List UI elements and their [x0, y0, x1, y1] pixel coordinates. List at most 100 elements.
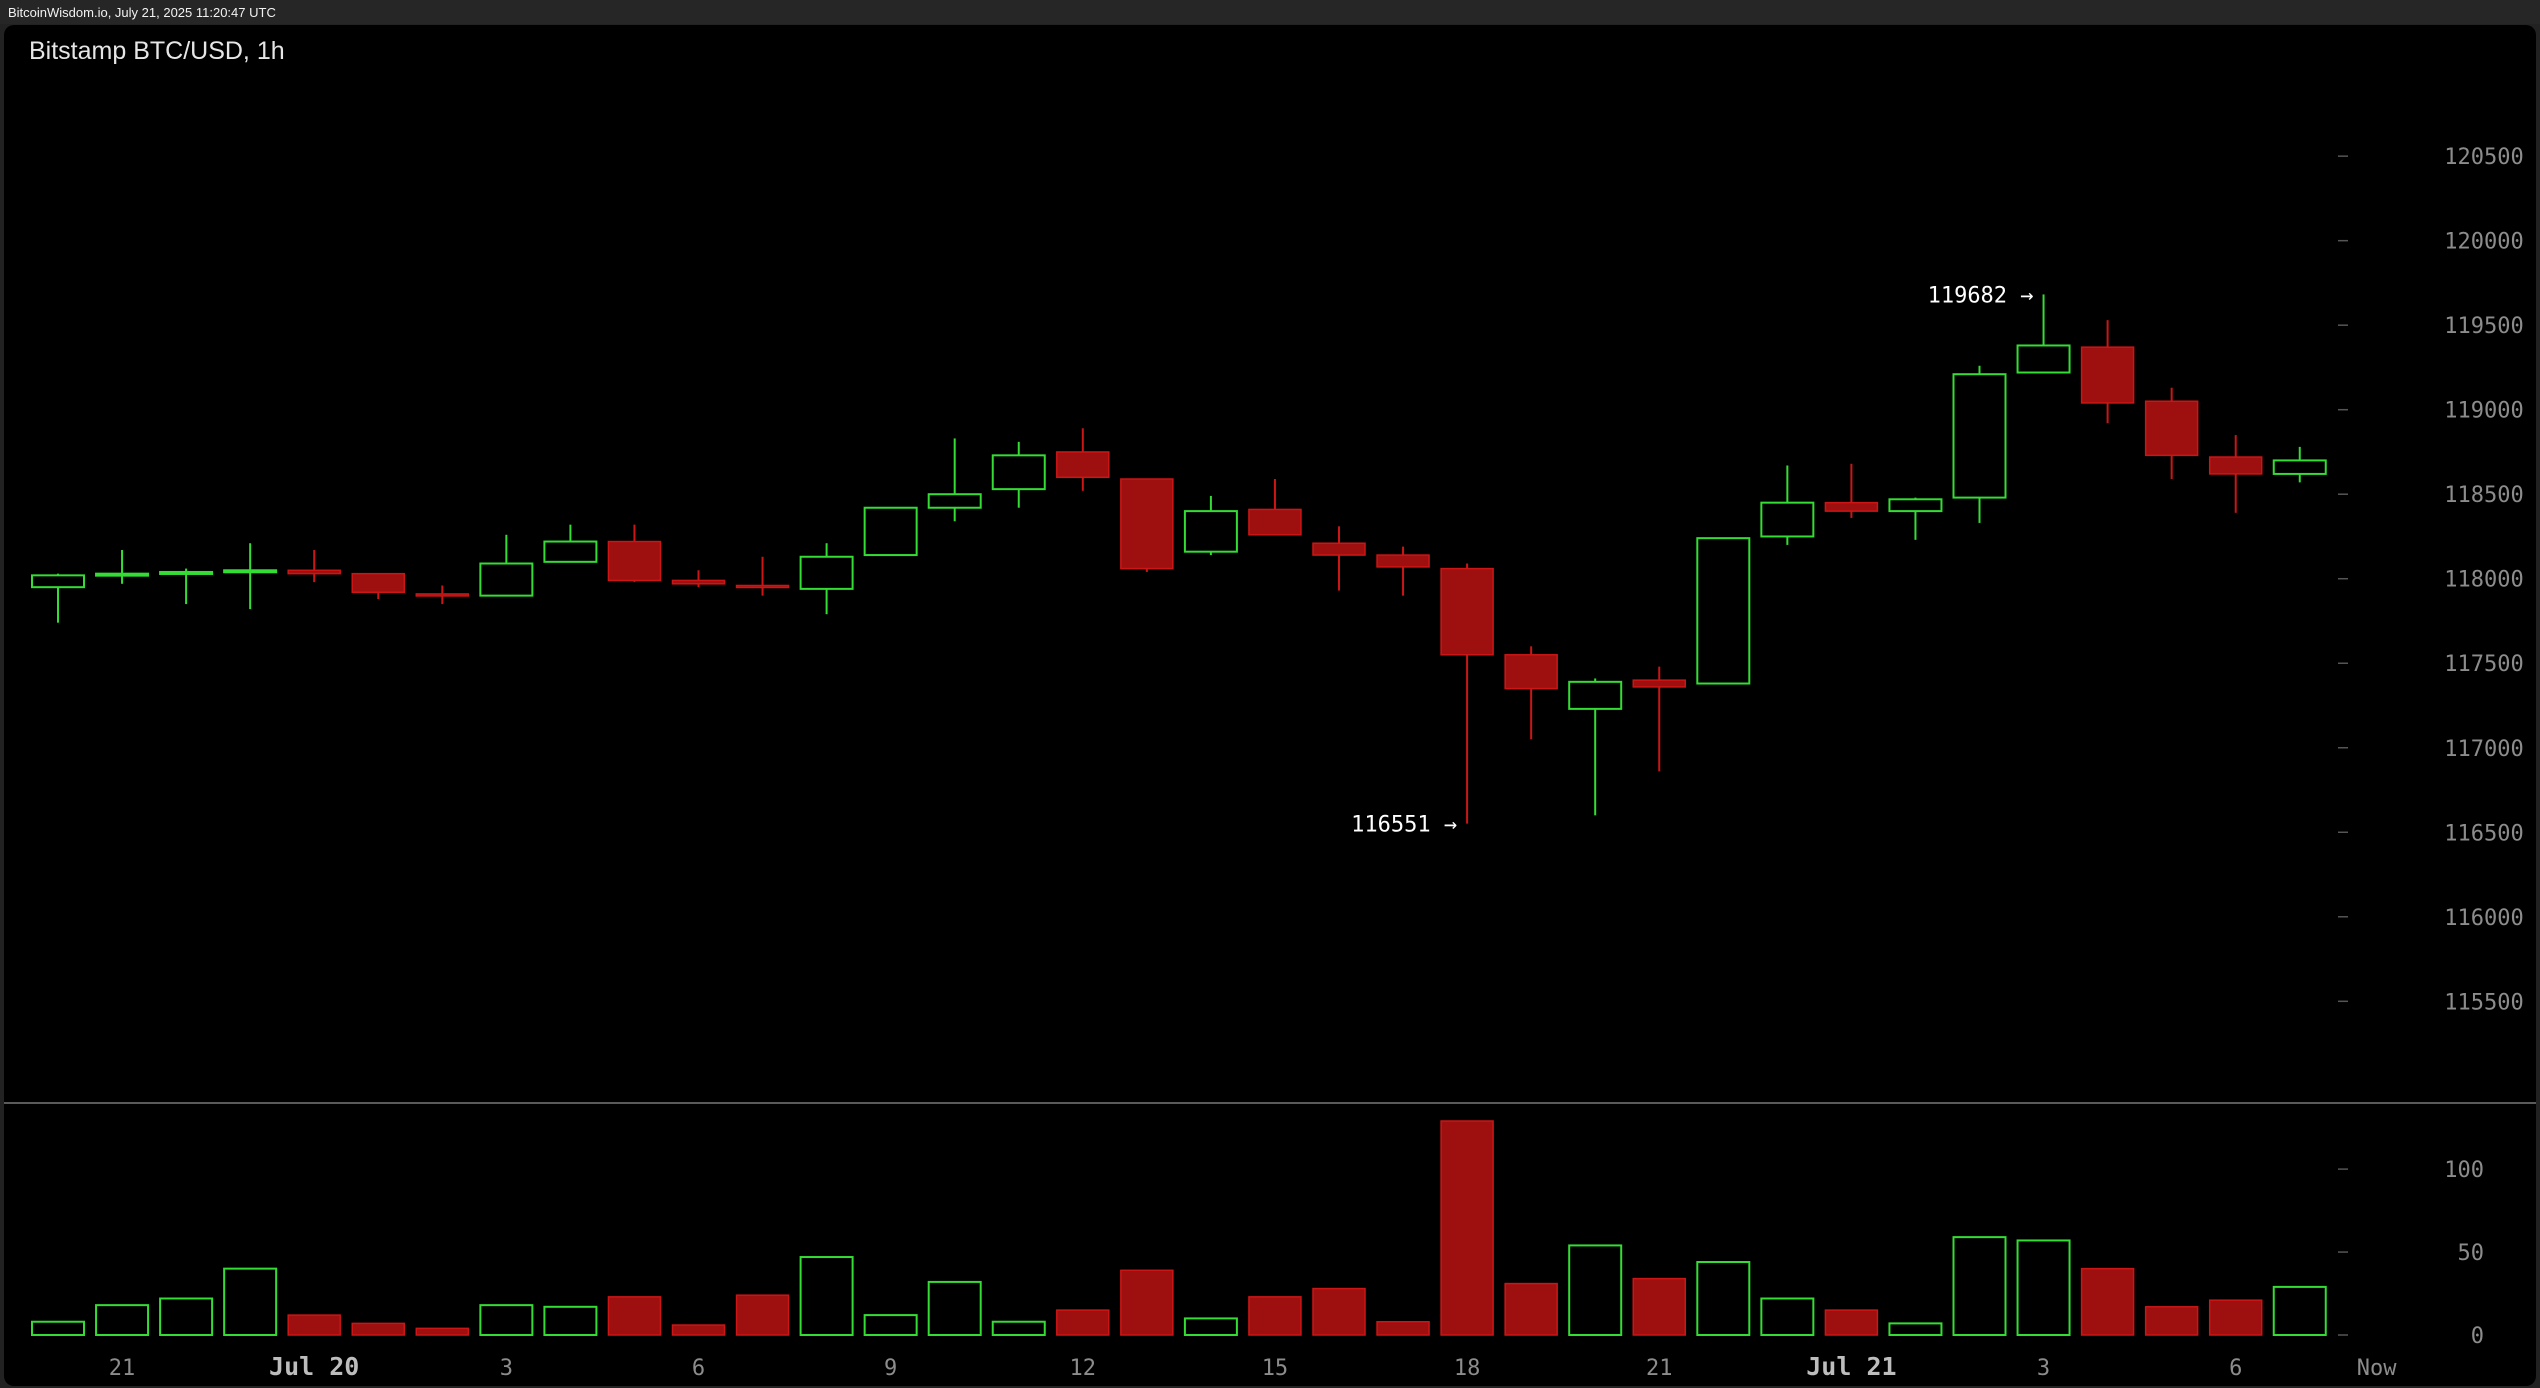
volume-bar-down — [1504, 1282, 1558, 1336]
volume-bar-up — [1888, 1322, 1943, 1336]
volume-bar-up — [1696, 1261, 1751, 1337]
candle — [1888, 497, 1943, 540]
candle — [159, 568, 214, 605]
candle — [1248, 479, 1302, 536]
volume-bar-down — [1056, 1309, 1110, 1336]
volume-bar-up — [991, 1320, 1046, 1336]
x-tick-label: 12 — [1070, 1356, 1097, 1381]
candle-body-up — [2016, 344, 2071, 374]
volume-bar-down — [1632, 1277, 1686, 1336]
volume-bar-down — [735, 1294, 790, 1336]
volume-bar-down — [1312, 1287, 1366, 1336]
volume-bar-up — [95, 1304, 150, 1336]
volume-bar-down — [351, 1322, 405, 1336]
candle-body-up — [1696, 537, 1751, 685]
candle — [2272, 446, 2327, 483]
candle-body-up — [1568, 680, 1623, 710]
x-tick-label: 21 — [109, 1356, 136, 1381]
volume-bar-up — [479, 1304, 534, 1336]
volume-bar-down — [1824, 1309, 1879, 1336]
candle — [1632, 666, 1686, 772]
candle — [1568, 678, 1623, 816]
candle-body-down — [1440, 567, 1494, 656]
y-tick-label: 115500 — [2444, 990, 2523, 1015]
x-tick-label: 6 — [692, 1356, 705, 1381]
volume-bar-up — [1183, 1317, 1238, 1337]
candle-body-up — [1183, 510, 1238, 553]
candle — [1120, 478, 1174, 572]
candle-body-up — [2272, 459, 2327, 475]
candle — [479, 534, 534, 597]
candle — [543, 524, 598, 563]
candle-body-down — [1632, 679, 1686, 688]
chart-panel: 120500 120000 119500 119000 118500 118000 1175… — [4, 25, 2536, 1386]
volume-bar-up — [863, 1314, 918, 1336]
candle-body-up — [1952, 373, 2007, 499]
candle — [1312, 526, 1366, 591]
candle — [1952, 365, 2007, 523]
candle-body-down — [1504, 654, 1558, 690]
volume-tick-label: 0 — [2471, 1324, 2484, 1349]
candle — [671, 570, 726, 588]
volume-bar-down — [415, 1327, 470, 1336]
candle — [1824, 463, 1879, 518]
price-volume-chart: 120500 120000 119500 119000 118500 118000 1175… — [4, 145, 2536, 1381]
volume-tick-label: 100 — [2444, 1158, 2484, 1183]
candle — [1504, 646, 1558, 740]
candle — [1376, 546, 1430, 596]
price-annotation: 119682 → — [1928, 283, 2034, 308]
candle-body-down — [1824, 501, 1879, 512]
source-timestamp: BitcoinWisdom.io, July 21, 2025 11:20:47… — [8, 5, 276, 20]
y-tick-label: 116000 — [2444, 906, 2523, 931]
y-tick-label: 117500 — [2444, 652, 2523, 677]
volume-bar-up — [1952, 1236, 2007, 1336]
volume-bar-up — [543, 1305, 598, 1337]
candle-body-down — [1120, 478, 1174, 570]
candle-body-down — [1376, 554, 1430, 568]
candle — [799, 543, 854, 615]
x-tick-label: 15 — [1262, 1356, 1289, 1381]
x-tick-label: 21 — [1646, 1356, 1673, 1381]
x-date-label: Jul 21 — [1806, 1352, 1896, 1381]
volume-bar-up — [799, 1256, 854, 1336]
y-tick-label: 120000 — [2444, 230, 2523, 255]
candle-body-down — [2208, 456, 2263, 475]
volume-bar-up — [1760, 1297, 1815, 1337]
y-tick-label: 118500 — [2444, 483, 2523, 508]
y-tick-label: 119500 — [2444, 314, 2523, 339]
x-tick-label: 18 — [1454, 1356, 1481, 1381]
candle — [1440, 563, 1494, 824]
candle — [991, 441, 1046, 508]
volume-bar-down — [2208, 1299, 2263, 1336]
x-date-label: Jul 20 — [269, 1352, 359, 1381]
y-tick-label: 119000 — [2444, 399, 2523, 424]
candle — [1056, 428, 1110, 491]
volume-bar-down — [287, 1314, 341, 1336]
candle-body-down — [735, 584, 790, 589]
candle-body-up — [479, 562, 534, 597]
x-tick-label: Now — [2357, 1356, 2397, 1381]
candle — [2208, 435, 2263, 513]
candle-body-up — [95, 572, 150, 577]
candle — [1183, 495, 1238, 556]
volume-bar-down — [671, 1324, 726, 1336]
candle-body-up — [927, 493, 982, 509]
x-tick-label: 3 — [2037, 1356, 2050, 1381]
y-tick-label: 117000 — [2444, 737, 2523, 762]
candle-body-up — [31, 574, 85, 589]
candle-body-up — [799, 555, 854, 590]
volume-bar-up — [2016, 1239, 2071, 1337]
candle — [735, 556, 790, 596]
volume-bar-down — [607, 1296, 662, 1336]
candle — [1760, 465, 1815, 545]
candle — [2144, 387, 2199, 479]
top-bar: BitcoinWisdom.io, July 21, 2025 11:20:47… — [0, 0, 2540, 24]
candle-body-down — [287, 569, 341, 575]
candle — [2016, 294, 2071, 374]
candle-body-down — [2080, 346, 2135, 404]
volume-bar-up — [2272, 1285, 2327, 1337]
candle-body-up — [991, 454, 1046, 491]
candle-body-down — [415, 593, 470, 597]
y-tick-label: 120500 — [2444, 145, 2523, 170]
volume-bar-down — [1248, 1296, 1302, 1336]
